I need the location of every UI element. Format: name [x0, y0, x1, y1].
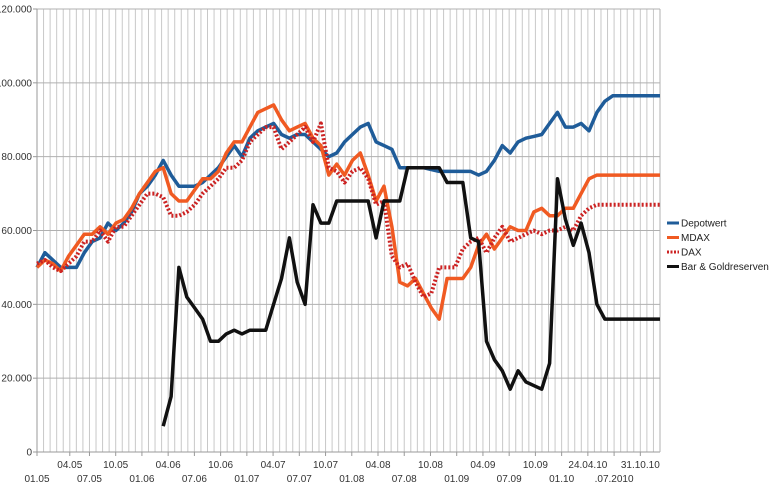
y-tick-label: 20.000: [1, 374, 32, 385]
x-tick-label: 10.06: [208, 460, 233, 471]
x-tick-label: 07.08: [392, 474, 417, 485]
series-line-bar-goldreserven: [161, 165, 660, 427]
x-tick-label: 01.06: [129, 474, 154, 485]
y-tick-label: 80.000: [1, 152, 32, 163]
y-tick-label: 60.000: [1, 226, 32, 237]
y-tick-label: 120.000: [0, 5, 32, 16]
x-tick-label: 04.08: [365, 460, 390, 471]
axes: 0 20.000 40.000 60.000 80.000 100.000 120.000 0…: [0, 5, 661, 485]
x-tick-label: 01.08: [339, 474, 364, 485]
x-tick-label: 07.09: [497, 474, 522, 485]
y-tick-label: 0: [26, 448, 32, 459]
x-tick-label: 31.10.10: [621, 460, 660, 471]
x-tick-label: 04.07: [261, 460, 286, 471]
x-tick-label: 07.05: [77, 474, 102, 485]
x-tick-label: 07.07: [287, 474, 312, 485]
x-tick-label: 04.09: [470, 460, 495, 471]
legend-label-bar-goldreserven: Bar & Goldreserven: [681, 262, 769, 273]
legend-label-dax: DAX: [681, 248, 702, 259]
legend: Depotwert MDAX DAX Bar & Goldreserven: [667, 219, 769, 273]
x-tick-label: 01.05: [24, 474, 49, 485]
x-tick-label: 01.07: [234, 474, 259, 485]
y-tick-label: 100.000: [0, 78, 32, 89]
x-tick-label: 01.10: [549, 474, 574, 485]
legend-label-mdax: MDAX: [681, 233, 710, 244]
x-tick-label: 10.09: [523, 460, 548, 471]
x-tick-label: 07.06: [182, 474, 207, 485]
x-tick-label: 10.08: [418, 460, 443, 471]
x-tick-label: 10.07: [313, 460, 338, 471]
y-tick-label: 40.000: [1, 300, 32, 311]
x-tick-label: 04.06: [156, 460, 181, 471]
x-tick-label: 24.04.10: [568, 460, 607, 471]
legend-label-depotwert: Depotwert: [681, 219, 727, 230]
x-tick-label: 04.05: [57, 460, 82, 471]
series-group: [35, 94, 660, 427]
x-tick-label: 01.09: [444, 474, 469, 485]
x-tick-label: 10.05: [103, 460, 128, 471]
x-tick-label: .07.2010: [595, 474, 634, 485]
